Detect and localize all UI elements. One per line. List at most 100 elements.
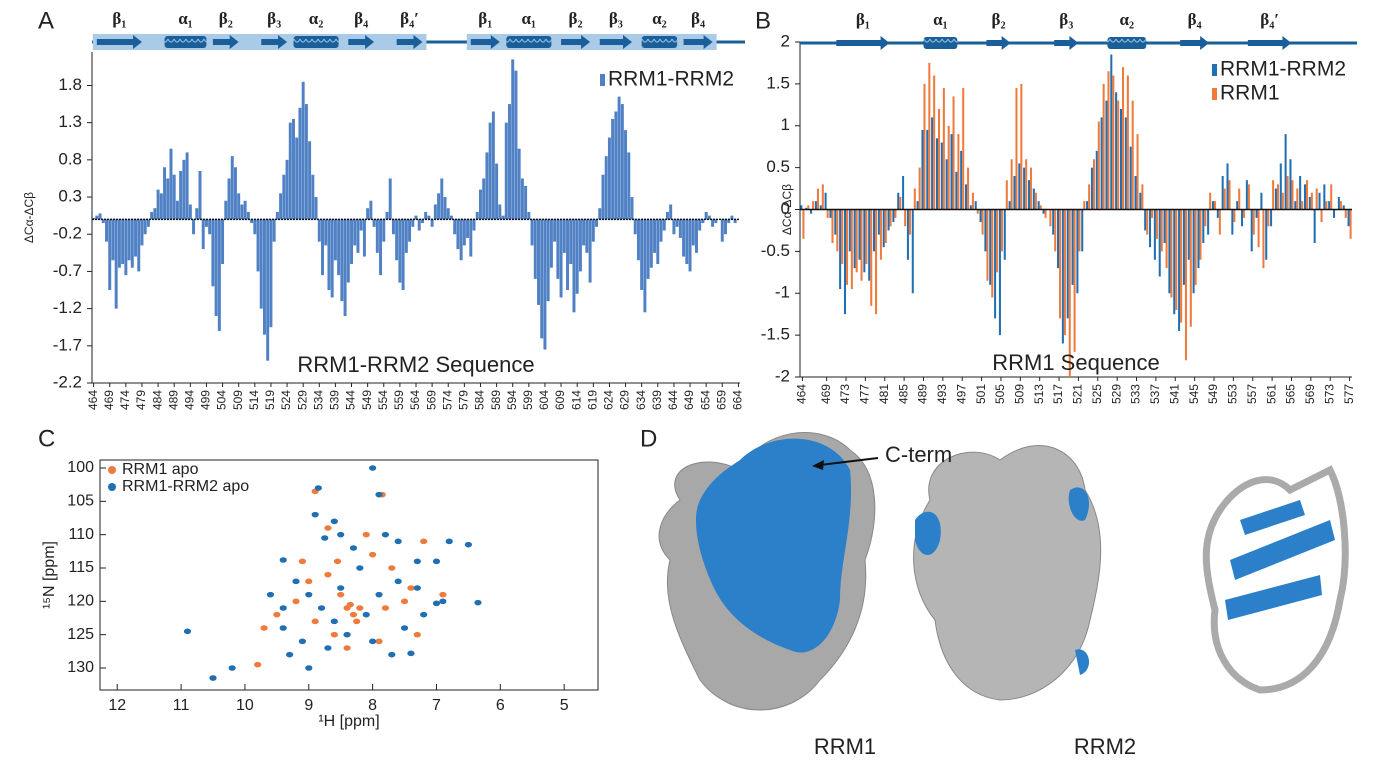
bar (1294, 201, 1297, 210)
bar (130, 219, 134, 268)
bar (1255, 209, 1258, 218)
bar (720, 219, 724, 242)
peak (292, 598, 300, 605)
x-tick-label: 574 (440, 390, 454, 410)
x-tick-label: 609 (553, 390, 567, 410)
ss-label: α₂ (1120, 10, 1135, 29)
bar (810, 209, 813, 214)
bar (1313, 209, 1316, 243)
x-tick-label: 584 (473, 390, 487, 410)
bar (346, 219, 350, 283)
bar (227, 178, 231, 220)
bar (617, 96, 621, 220)
bar (938, 109, 941, 210)
legend-swatch (600, 74, 605, 86)
bar (485, 152, 489, 220)
peak (407, 585, 415, 591)
bar (965, 184, 968, 210)
x-tick-label: 9 (304, 697, 313, 714)
bar (253, 219, 257, 235)
peak (445, 538, 453, 545)
bar (1163, 209, 1166, 243)
x-tick-label: 8 (368, 697, 377, 714)
bar (860, 209, 863, 281)
bar (1081, 209, 1084, 252)
bar (1189, 209, 1192, 327)
bar (682, 219, 686, 257)
bar (1117, 100, 1120, 210)
bar (1265, 209, 1268, 260)
x-tick-label: 624 (602, 390, 616, 410)
bar (508, 104, 511, 220)
peak (337, 585, 345, 591)
peak (432, 558, 441, 565)
bar (488, 122, 492, 220)
x-tick-label: 564 (408, 390, 422, 410)
bar (559, 219, 563, 298)
legend-marker (108, 483, 116, 491)
y-tick-label: 1.3 (58, 112, 82, 131)
bar (1318, 192, 1321, 210)
ss-label: α₁ (933, 10, 948, 29)
bar (1347, 209, 1350, 227)
bar (1223, 188, 1226, 210)
bar (1315, 188, 1318, 210)
bar (462, 219, 466, 246)
bar (172, 174, 176, 220)
bar (1337, 196, 1340, 210)
bar (1339, 201, 1342, 210)
ss-strand (396, 35, 423, 49)
bar (1126, 75, 1129, 210)
x-tick-label: 604 (537, 390, 551, 410)
y-tick-label: -1.7 (53, 335, 82, 354)
bar (1073, 209, 1076, 352)
bar (156, 189, 160, 220)
bar (137, 219, 141, 272)
annotation: C-term (885, 442, 952, 467)
x-tick-label: 594 (505, 390, 519, 410)
peak (292, 578, 300, 585)
bar (459, 219, 463, 261)
x-tick-label: 524 (279, 390, 293, 410)
bar (437, 193, 441, 220)
bar (540, 219, 544, 339)
bar (950, 134, 953, 210)
bar (585, 219, 589, 253)
bar (1095, 150, 1098, 210)
panel-label: A (38, 7, 54, 34)
bar (1018, 163, 1021, 210)
bar (314, 197, 318, 220)
bar (1349, 209, 1352, 239)
bar (1257, 209, 1260, 248)
x-tick-label: 481 (877, 384, 891, 404)
x-tick-label: 477 (858, 384, 872, 404)
bar (1226, 163, 1229, 210)
bar (1228, 180, 1231, 210)
bar (1296, 188, 1299, 210)
bar (902, 176, 905, 210)
ss-label: β₃ (609, 9, 623, 28)
bar (1013, 176, 1016, 210)
bar (826, 209, 829, 218)
bar (321, 219, 324, 276)
ss-helix (164, 36, 207, 48)
bar (117, 219, 121, 268)
bar (899, 196, 902, 210)
x-tick-label: 504 (215, 390, 229, 410)
peak (311, 511, 319, 518)
peak (369, 638, 377, 645)
bar (408, 219, 412, 242)
bar (962, 88, 965, 210)
bar (1144, 209, 1147, 231)
x-tick-label: 614 (569, 390, 583, 410)
peak (353, 618, 361, 625)
bar (1023, 167, 1026, 210)
peak (362, 531, 370, 538)
ss-label: β₄ (1188, 10, 1202, 29)
x-tick-label: 549 (360, 390, 374, 410)
bar (578, 219, 582, 272)
bar (520, 178, 524, 220)
ss-helix (923, 37, 958, 49)
peak (330, 618, 338, 625)
